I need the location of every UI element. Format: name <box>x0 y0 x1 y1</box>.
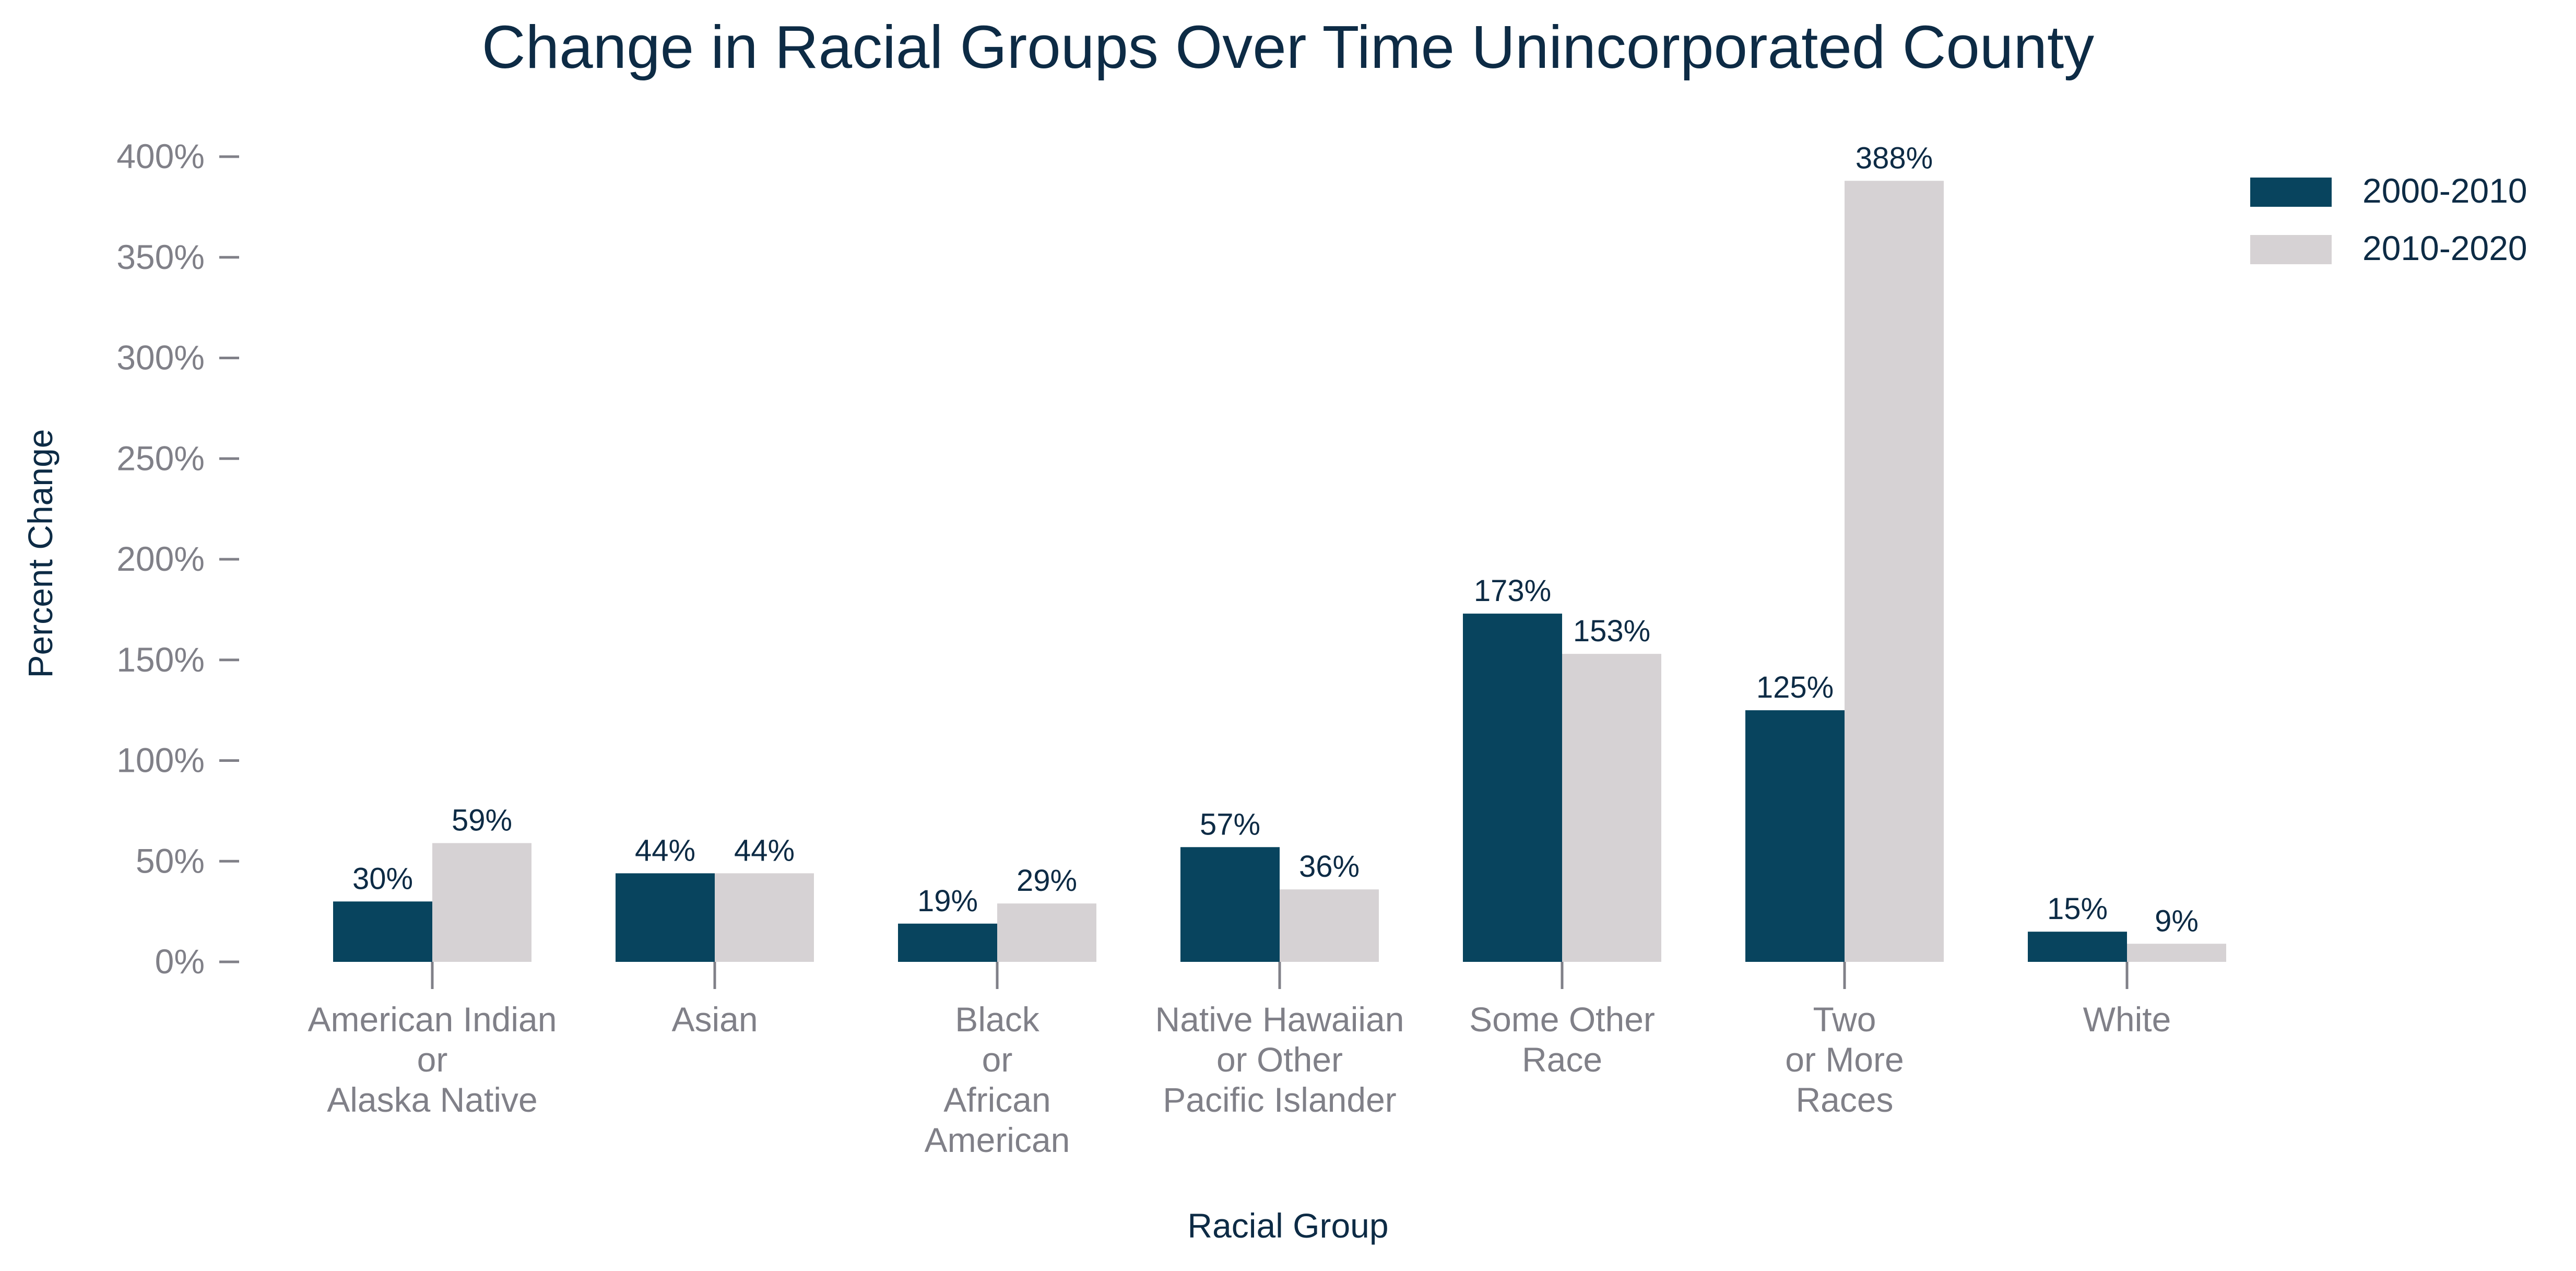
bar <box>1745 710 1845 962</box>
data-label: 29% <box>1017 864 1077 898</box>
x-tick-label-line: or More <box>1785 1040 1904 1079</box>
data-label: 15% <box>2047 892 2108 926</box>
x-tick-label-line: Two <box>1813 1000 1876 1039</box>
data-label: 36% <box>1299 850 1360 884</box>
x-tick-label: Some Other Race <box>1469 1000 1655 1079</box>
x-tick-label-line: Races <box>1795 1080 1893 1119</box>
legend-label: 2000-2010 <box>2362 171 2527 210</box>
bar <box>2127 944 2226 962</box>
data-label: 19% <box>917 884 978 918</box>
x-tick-label: Two or More Races <box>1785 1000 1904 1119</box>
legend: 2000-2010 2010-2020 <box>2250 171 2527 267</box>
chart-title: Change in Racial Groups Over Time Uninco… <box>482 13 2094 81</box>
legend-swatch <box>2250 235 2332 264</box>
x-tick-label-line: or <box>417 1040 448 1079</box>
data-label: 173% <box>1474 574 1551 608</box>
x-tick-label-line: Race <box>1522 1040 1602 1079</box>
data-label: 388% <box>1856 141 1933 175</box>
bar <box>432 843 531 962</box>
x-tick-label-line: Pacific Islander <box>1163 1080 1397 1119</box>
data-label: 44% <box>734 833 795 867</box>
x-tick-label: Black or African American <box>925 1000 1070 1159</box>
x-tick-label-line: Asian <box>671 1000 758 1039</box>
x-tick-label-line: or <box>982 1040 1013 1079</box>
y-axis-label: Percent Change <box>21 429 60 678</box>
bar <box>1562 654 1661 962</box>
y-tick-label: 400% <box>116 137 205 175</box>
bar <box>898 923 997 962</box>
x-tick-label-line: Alaska Native <box>327 1080 538 1119</box>
bars-group: 30% 59% 44% 44% 19% 29% 57% 36% 173% 153% 125% 388%… <box>333 141 2226 962</box>
data-label: 59% <box>452 804 512 838</box>
legend-swatch <box>2250 178 2332 207</box>
x-tick-label: White <box>2083 1000 2171 1039</box>
data-label: 9% <box>2155 904 2199 938</box>
y-tick-label: 50% <box>136 841 205 880</box>
data-label: 57% <box>1200 807 1260 841</box>
data-label: 153% <box>1573 614 1650 648</box>
x-tick-label: Native Hawaiian or Other Pacific Islander <box>1155 1000 1404 1119</box>
x-axis-label: Racial Group <box>1187 1206 1388 1245</box>
x-tick-label-line: Some Other <box>1469 1000 1655 1039</box>
x-tick-label-line: Black <box>955 1000 1039 1039</box>
x-tick-label-line: or Other <box>1216 1040 1343 1079</box>
bar <box>616 873 715 962</box>
y-tick-label: 100% <box>116 741 205 780</box>
bar <box>333 901 432 962</box>
bar <box>2028 932 2127 962</box>
x-tick-label-line: American <box>925 1121 1070 1159</box>
data-label: 44% <box>635 833 695 867</box>
bar <box>1180 847 1280 962</box>
data-label: 125% <box>1756 670 1834 704</box>
x-tick-label: American Indian or Alaska Native <box>308 1000 557 1119</box>
y-tick-label: 150% <box>116 640 205 679</box>
x-tick-label-line: White <box>2083 1000 2171 1039</box>
y-axis: 0% 50% 100% 150% 200% 250% 300% 350% 400% <box>116 137 239 981</box>
bar <box>1280 889 1379 962</box>
y-tick-label: 0% <box>155 942 205 981</box>
x-tick-label: Asian <box>671 1000 758 1039</box>
y-tick-label: 200% <box>116 539 205 578</box>
x-tick-label-line: Native Hawaiian <box>1155 1000 1404 1039</box>
data-label: 30% <box>352 862 413 896</box>
bar <box>715 873 814 962</box>
y-tick-label: 350% <box>116 238 205 276</box>
bar <box>1845 181 1944 962</box>
x-tick-label-line: African <box>943 1080 1050 1119</box>
x-tick-label-line: American Indian <box>308 1000 557 1039</box>
bar <box>1463 614 1562 962</box>
y-tick-label: 250% <box>116 439 205 477</box>
y-tick-label: 300% <box>116 338 205 377</box>
legend-label: 2010-2020 <box>2362 229 2527 267</box>
bar <box>997 903 1096 962</box>
